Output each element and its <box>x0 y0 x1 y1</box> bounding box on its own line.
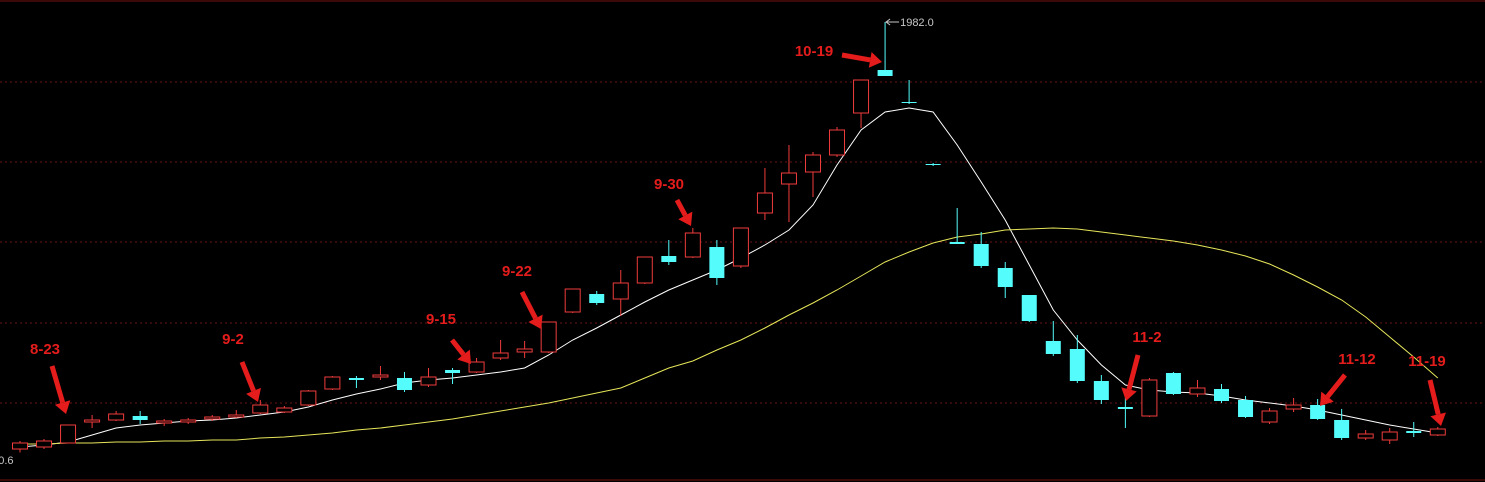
candle-body <box>1334 420 1350 438</box>
candle-body <box>12 442 28 450</box>
date-annotation: 9-30 <box>654 176 684 193</box>
candle-body <box>1189 387 1206 395</box>
candle-body <box>949 242 965 244</box>
candle-body <box>516 348 533 353</box>
min-label: 690.6 <box>0 455 14 467</box>
candle-body <box>1021 295 1037 321</box>
candle-body <box>372 374 389 378</box>
candle-body <box>1381 431 1398 441</box>
candle-body <box>780 172 797 185</box>
candle-body <box>1261 410 1278 423</box>
candle-body <box>396 378 412 390</box>
candle-body <box>804 154 821 173</box>
candle-body <box>1141 379 1158 417</box>
candle-body <box>973 244 989 266</box>
candle-body <box>60 424 77 444</box>
candle-body <box>564 288 581 313</box>
candle-body <box>1429 428 1446 436</box>
arrow-shaft <box>1126 354 1141 391</box>
arrow-shaft <box>519 290 538 320</box>
candle-body <box>1045 341 1061 354</box>
candle-body <box>1285 404 1302 410</box>
candle-body <box>108 413 125 421</box>
arrow-shaft <box>49 365 66 404</box>
candle-body <box>732 227 749 267</box>
candle-body <box>709 247 725 278</box>
arrow-head <box>1430 412 1446 426</box>
candle-body <box>445 370 461 373</box>
candle-body <box>612 282 629 300</box>
candle-body <box>324 376 341 390</box>
candle-body <box>228 414 245 418</box>
candle-body <box>661 256 677 262</box>
candle-body <box>300 390 317 406</box>
arrow-head <box>678 211 693 226</box>
candle-body <box>492 352 509 359</box>
date-annotation: 9-2 <box>222 331 244 348</box>
candle-body <box>589 294 605 303</box>
candle-body <box>84 419 101 423</box>
date-annotation: 8-23 <box>30 341 60 358</box>
arrow-shaft <box>450 338 466 357</box>
candle-body <box>180 419 197 423</box>
arrow-shaft <box>239 361 256 392</box>
arrow-head <box>457 349 471 364</box>
candle-body <box>1117 407 1133 409</box>
candle-body <box>1214 389 1229 401</box>
candle-body <box>156 420 173 424</box>
date-annotation: 11-12 <box>1338 351 1376 368</box>
candle-body <box>252 404 269 414</box>
candle-body <box>1406 431 1422 433</box>
candle-body <box>132 416 148 420</box>
candle-body <box>204 416 221 420</box>
candle-body <box>877 70 893 76</box>
candle-body <box>925 164 941 165</box>
date-annotation: 11-19 <box>1408 353 1446 370</box>
candle-body <box>901 102 917 103</box>
candle-body <box>1069 349 1085 381</box>
date-annotation: 11-2 <box>1132 329 1161 346</box>
ma-line <box>20 227 1439 445</box>
candle-body <box>636 256 653 284</box>
candle-body <box>829 129 846 156</box>
arrow-shaft <box>1427 379 1441 415</box>
candle-body <box>420 376 437 386</box>
candle-body <box>1165 373 1181 394</box>
date-annotation: 9-22 <box>502 263 532 280</box>
candle-body <box>468 361 485 373</box>
candle-body <box>36 440 53 448</box>
date-annotation: 10-19 <box>795 43 833 60</box>
arrow-head <box>1320 391 1334 406</box>
candle-body <box>756 192 773 214</box>
candle-body <box>684 232 701 258</box>
candle-body <box>1093 381 1109 400</box>
candle-body <box>348 378 364 380</box>
candle-body <box>853 79 870 114</box>
candle-body <box>1238 400 1254 417</box>
arrow-head <box>1121 387 1137 401</box>
max-label: 1982.0 <box>900 17 934 29</box>
candle-body <box>540 321 557 353</box>
candle-body <box>1357 433 1374 439</box>
arrow-head <box>528 314 543 329</box>
arrow-shaft <box>1325 373 1347 399</box>
candle-body <box>1310 405 1326 419</box>
arrow-head <box>246 387 261 402</box>
candle-body <box>997 268 1013 287</box>
max-pointer-head <box>885 18 891 26</box>
arrow-shaft <box>674 198 688 217</box>
arrow-head <box>54 400 71 414</box>
arrow-shaft <box>841 52 871 63</box>
date-annotation: 9-15 <box>426 311 456 328</box>
candle-body <box>276 407 293 413</box>
arrow-head <box>868 52 882 68</box>
